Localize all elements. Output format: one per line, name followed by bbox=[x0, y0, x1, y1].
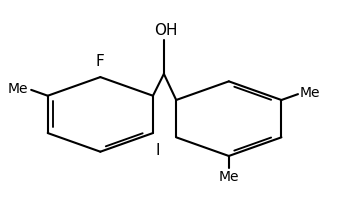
Text: I: I bbox=[156, 143, 160, 158]
Text: OH: OH bbox=[154, 23, 177, 38]
Text: Me: Me bbox=[7, 82, 28, 96]
Text: Me: Me bbox=[218, 170, 239, 184]
Text: Me: Me bbox=[300, 86, 320, 100]
Text: F: F bbox=[96, 54, 105, 68]
